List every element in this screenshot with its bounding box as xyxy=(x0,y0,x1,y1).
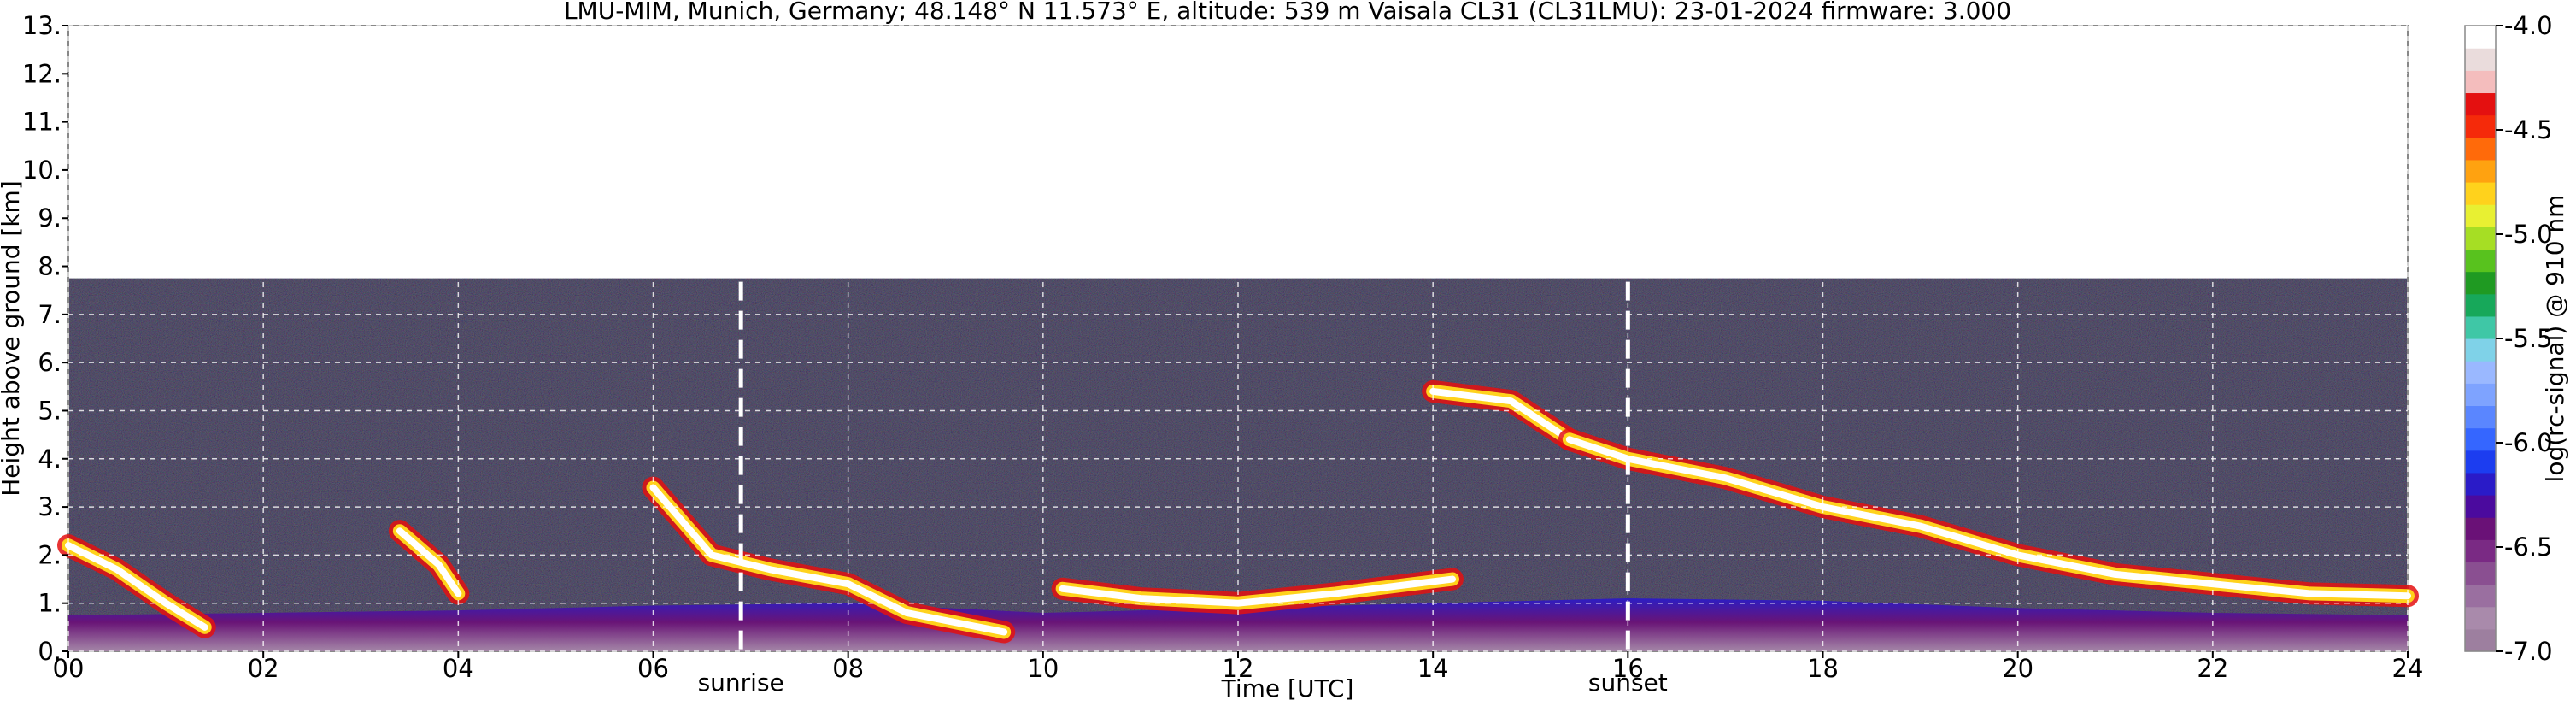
x-tick-label: 22 xyxy=(2197,654,2228,683)
colorbar-swatch xyxy=(2465,115,2496,138)
colorbar-swatch xyxy=(2465,584,2496,608)
y-tick-label: 5. xyxy=(38,396,62,425)
y-axis-label: Height above ground [km] xyxy=(0,180,25,497)
colorbar-swatch xyxy=(2465,70,2496,94)
colorbar-swatch xyxy=(2465,26,2496,49)
y-tick-label: 8. xyxy=(38,252,62,281)
colorbar-tick-label: -6.0 xyxy=(2504,428,2553,457)
colorbar-swatch xyxy=(2465,628,2496,652)
sun-event-label: sunset xyxy=(1588,668,1668,697)
cloud-layer-core xyxy=(1565,436,2411,600)
sun-event-lines: sunrise sunset xyxy=(698,281,1668,697)
y-tick-label: 11. xyxy=(22,108,62,137)
cloud-layer-core xyxy=(396,527,462,597)
colorbar-tick-label: -4.5 xyxy=(2504,115,2553,144)
colorbar-swatch xyxy=(2465,227,2496,250)
colorbar-swatch xyxy=(2465,159,2496,183)
x-tick-label: 10 xyxy=(1027,654,1059,683)
colorbar-swatch xyxy=(2465,204,2496,227)
x-tick-label: 00 xyxy=(53,654,85,683)
colorbar-swatch xyxy=(2465,48,2496,71)
x-tick-label: 20 xyxy=(2002,654,2033,683)
x-tick-label: 16 xyxy=(1612,654,1644,683)
colorbar-swatch xyxy=(2465,338,2496,362)
colorbar-swatch xyxy=(2465,315,2496,339)
y-tick-label: 6. xyxy=(38,348,62,377)
x-tick-label: 04 xyxy=(443,654,474,683)
colorbar-tick-label: -4.0 xyxy=(2504,11,2553,40)
colorbar-swatch xyxy=(2465,405,2496,429)
x-tick-label: 12 xyxy=(1223,654,1254,683)
colorbar-swatch xyxy=(2465,562,2496,585)
y-tick-label: 3. xyxy=(38,492,62,521)
y-tick-label: 9. xyxy=(38,203,62,232)
colorbar-swatch xyxy=(2465,450,2496,474)
y-tick-label: 2. xyxy=(38,540,62,569)
colorbar-swatch xyxy=(2465,92,2496,116)
y-tick-label: 12. xyxy=(22,59,62,88)
cloud-layer-core xyxy=(65,542,208,631)
colorbar-tick-label: -5.5 xyxy=(2504,324,2553,353)
colorbar-swatch xyxy=(2465,271,2496,295)
colorbar-swatch xyxy=(2465,137,2496,161)
colorbar-swatch xyxy=(2465,361,2496,384)
sun-event-label: sunrise xyxy=(698,668,784,697)
colorbar-label: log(rc-signal) @ 910 nm xyxy=(2541,195,2569,483)
colorbar-tick-label: -7.0 xyxy=(2504,637,2553,666)
colorbar-swatch xyxy=(2465,249,2496,273)
cloud-layer-core xyxy=(649,484,1008,636)
colorbar-swatch xyxy=(2465,472,2496,496)
colorbar-swatch xyxy=(2465,539,2496,563)
x-tick-label: 24 xyxy=(2392,654,2424,683)
y-tick-label: 0. xyxy=(38,637,62,666)
y-tick-label: 7. xyxy=(38,300,62,329)
colorbar-swatch xyxy=(2465,606,2496,630)
chart-title: LMU-MIM, Munich, Germany; 48.148° N 11.5… xyxy=(564,0,2011,25)
y-tick-label: 10. xyxy=(22,156,62,185)
colorbar xyxy=(2464,25,2497,652)
x-tick-label: 18 xyxy=(1807,654,1839,683)
x-axis-ticks: 00 02 04 06 08 10 12 14 16 18 20 22 24 xyxy=(53,651,2424,683)
colorbar-swatch xyxy=(2465,495,2496,518)
cloud-layer-core xyxy=(1429,387,1573,444)
x-tick-label: 02 xyxy=(248,654,279,683)
x-tick-label: 06 xyxy=(637,654,669,683)
colorbar-swatch xyxy=(2465,517,2496,540)
y-tick-label: 1. xyxy=(38,589,62,618)
colorbar-swatch xyxy=(2465,427,2496,451)
y-tick-label: 13. xyxy=(22,11,62,40)
colorbar-tick-label: -6.5 xyxy=(2504,532,2553,562)
colorbar-swatch xyxy=(2465,383,2496,407)
colorbar-ticks: -4.0 -4.5 -5.0 -5.5 -6.0 -6.5 -7.0 xyxy=(2496,11,2553,666)
y-axis-ticks: 0. 1. 2. 3. 4. 5. 6. 7. 8. 9. 10. 11. 12. 13. xyxy=(22,11,68,666)
y-tick-label: 4. xyxy=(38,444,62,474)
colorbar-swatch xyxy=(2465,182,2496,205)
x-tick-label: 08 xyxy=(832,654,864,683)
x-tick-label: 14 xyxy=(1417,654,1449,683)
x-axis-label: Time [UTC] xyxy=(1221,674,1354,703)
colorbar-tick-label: -5.0 xyxy=(2504,220,2553,249)
colorbar-swatch xyxy=(2465,293,2496,317)
